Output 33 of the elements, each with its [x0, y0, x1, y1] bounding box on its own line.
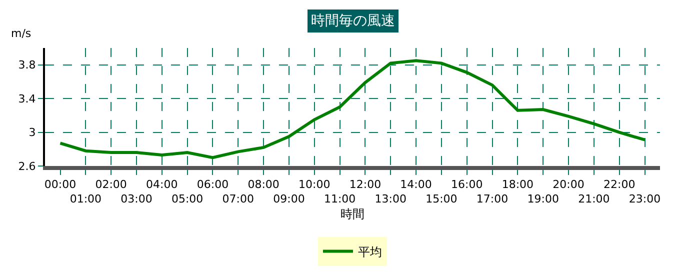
x-tick-label: 01:00: [70, 192, 102, 206]
x-tick-label: 13:00: [374, 192, 406, 206]
x-axis-title: 時間: [340, 206, 364, 221]
x-tick-label: 22:00: [603, 178, 636, 192]
x-tick-label: 15:00: [426, 192, 458, 206]
y-axis-title: m/s: [11, 27, 32, 40]
x-tick-label: 05:00: [171, 192, 204, 206]
x-tick-label: 18:00: [502, 178, 534, 192]
x-tick-label: 16:00: [451, 178, 483, 192]
x-tick-label: 03:00: [120, 192, 152, 206]
legend-label: 平均: [358, 244, 382, 259]
y-tick-label: 3: [28, 126, 36, 140]
line-series: [58, 59, 646, 160]
y-tick-label: 2.6: [18, 160, 36, 173]
x-tick-label: 17:00: [476, 192, 508, 206]
x-tick-label: 00:00: [44, 178, 76, 192]
x-tick-label: 02:00: [95, 178, 127, 192]
y-tick-label: 3.4: [18, 92, 36, 106]
x-tick-label: 09:00: [273, 192, 305, 206]
x-tick-label: 19:00: [527, 192, 559, 206]
x-tick-label: 11:00: [324, 192, 356, 206]
x-tick-label: 21:00: [578, 192, 610, 206]
x-tick-label: 07:00: [222, 192, 254, 206]
x-tick-label: 06:00: [196, 178, 229, 192]
x-tick-label: 10:00: [298, 178, 330, 192]
y-tick-label: 3.8: [18, 58, 36, 72]
x-tick-label: 14:00: [400, 178, 432, 192]
x-tick-label: 20:00: [552, 178, 584, 192]
x-tick-label: 08:00: [248, 178, 280, 192]
chart-title: 時間毎の風速: [311, 13, 395, 29]
x-tick-label: 23:00: [628, 192, 661, 206]
x-tick-label: 12:00: [349, 178, 382, 192]
x-tick-label: 04:00: [146, 178, 178, 192]
